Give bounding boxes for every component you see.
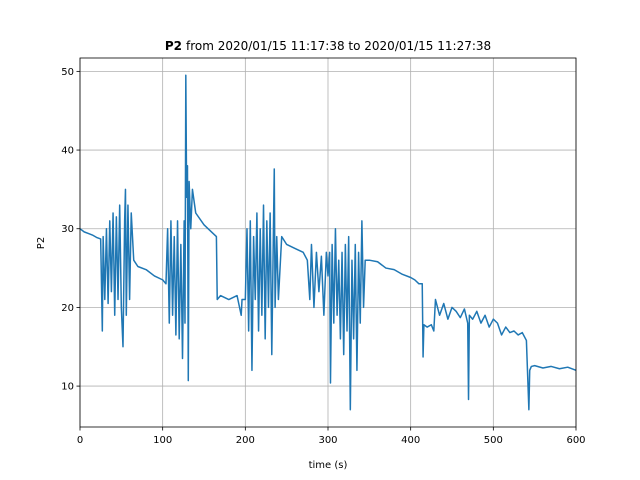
y-tick-label: 40 [61,146,74,157]
x-tick-label: 500 [484,435,503,446]
plot-frame [79,57,577,428]
y-axis-label: P2 [36,237,47,249]
x-tick-label: 100 [153,435,172,446]
y-tick-label: 50 [61,67,74,78]
title-bold: P2 [165,39,182,53]
y-tick-label: 10 [61,382,74,393]
y-tick-label: 20 [61,303,74,314]
line-series [80,74,576,411]
title-rest: from 2020/01/15 11:17:38 to 2020/01/15 1… [186,39,491,53]
x-tick-label: 200 [236,435,255,446]
x-tick-label: 600 [566,435,585,446]
chart-title: P2 from 2020/01/15 11:17:38 to 2020/01/15… [165,39,491,53]
x-tick-label: 0 [77,435,83,446]
x-tick-label: 300 [318,435,337,446]
x-axis-label: time (s) [309,460,348,471]
x-tick-label: 400 [401,435,420,446]
y-tick-label: 30 [61,224,74,235]
